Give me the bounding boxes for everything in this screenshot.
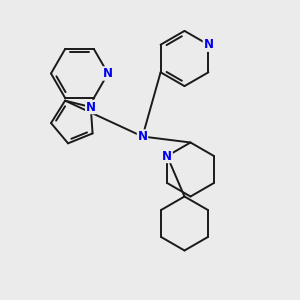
Text: N: N [86,100,96,113]
Text: N: N [137,130,148,143]
Text: N: N [103,67,113,80]
Text: N: N [203,38,213,51]
Text: N: N [162,149,172,163]
